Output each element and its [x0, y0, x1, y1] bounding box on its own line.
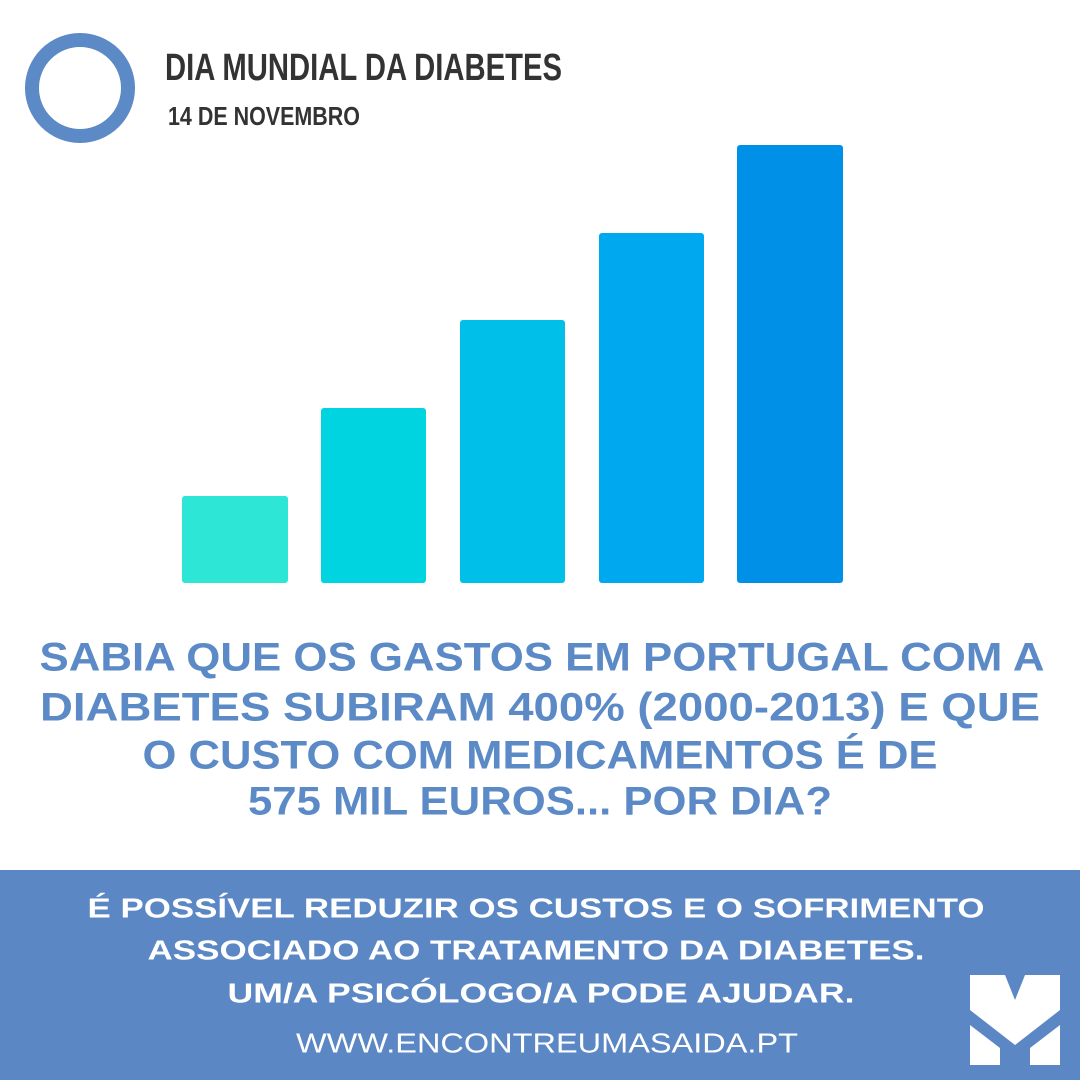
headline-line: 575 MIL EUROS... POR DIA? [248, 780, 832, 824]
title: DIA MUNDIAL DA DIABETES [165, 47, 562, 89]
bar [182, 496, 288, 583]
headline-line: SABIA QUE OS GASTOS EM PORTUGAL COM A [40, 636, 1045, 680]
bar [737, 145, 843, 583]
bar [599, 233, 704, 583]
logo-left [970, 1025, 1000, 1065]
logo-circle [25, 33, 135, 143]
footer-band [0, 870, 1080, 1080]
logo-top [970, 975, 1060, 1045]
headline-line: O CUSTO COM MEDICAMENTOS É DE [143, 733, 938, 778]
footer-line: ASSOCIADO AO TRATAMENTO DA DIABETES. [148, 934, 925, 965]
bar [460, 320, 565, 583]
bar [321, 408, 426, 583]
footer-url: WWW.ENCONTREUMASAIDA.PT [296, 1027, 798, 1058]
brand-logo [970, 975, 1060, 1065]
footer-line: UM/A PSICÓLOGO/A PODE AJUDAR. [228, 977, 855, 1008]
logo-right [1030, 1025, 1060, 1065]
subtitle: 14 DE NOVEMBRO [168, 101, 360, 131]
footer-line: É POSSÍVEL REDUZIR OS CUSTOS E O SOFRIME… [88, 892, 985, 923]
headline-line: DIABETES SUBIRAM 400% (2000-2013) E QUE [40, 686, 1040, 730]
decorative-bars [182, 145, 843, 583]
